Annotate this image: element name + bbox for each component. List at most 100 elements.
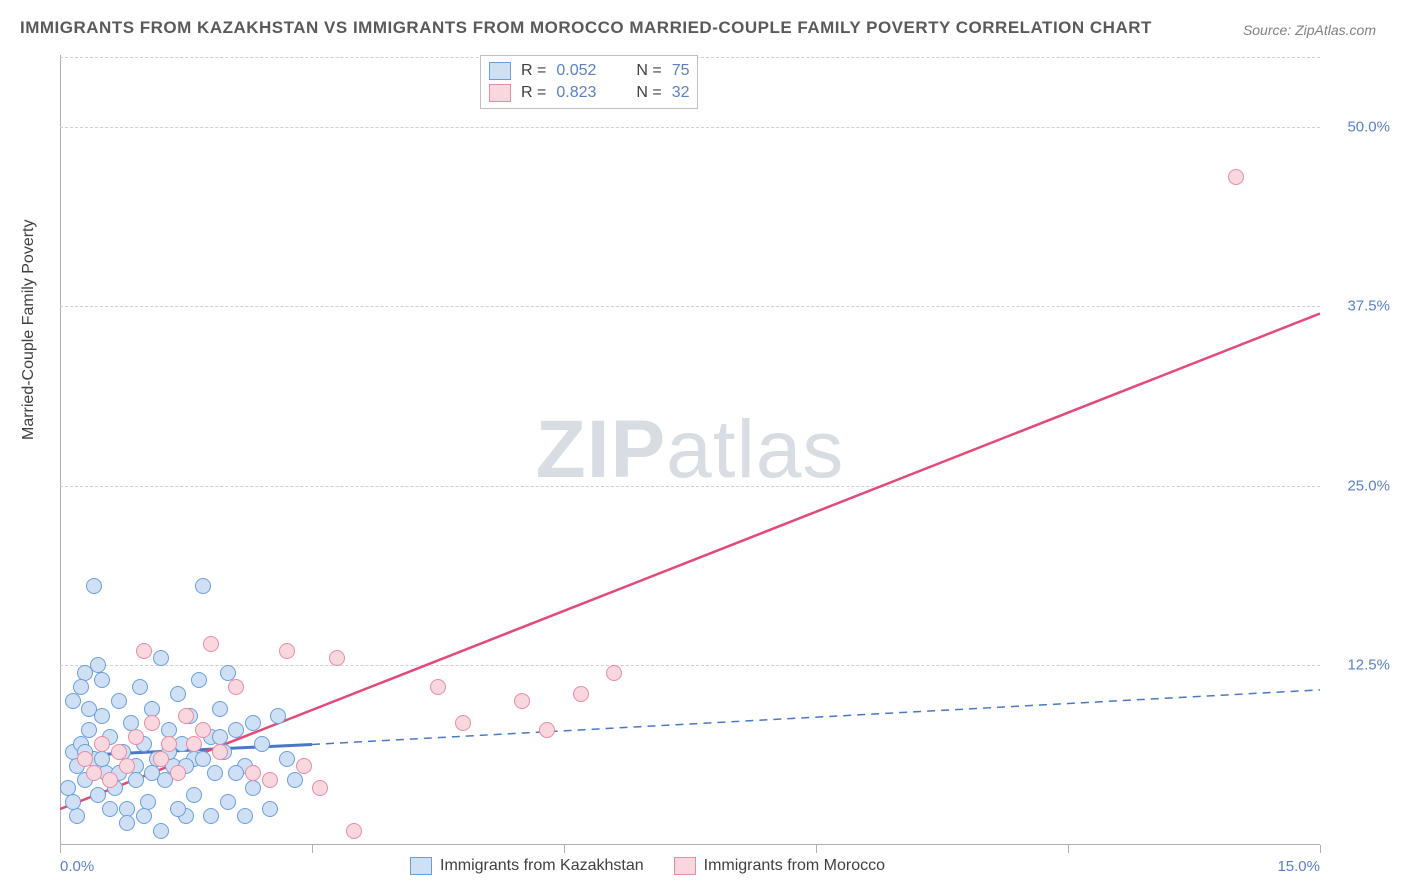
scatter-point xyxy=(296,758,312,774)
legend-n-value: 32 xyxy=(672,84,690,102)
scatter-point xyxy=(102,772,118,788)
scatter-point xyxy=(270,708,286,724)
scatter-point xyxy=(94,751,110,767)
y-tick-label: 37.5% xyxy=(1347,298,1390,315)
scatter-point xyxy=(111,693,127,709)
legend-correlation: R = 0.052 N = 75 R = 0.823 N = 32 xyxy=(480,55,698,109)
x-tick xyxy=(312,845,313,853)
scatter-point xyxy=(195,751,211,767)
scatter-point xyxy=(86,578,102,594)
y-axis xyxy=(60,55,61,845)
scatter-point xyxy=(170,801,186,817)
scatter-point xyxy=(207,765,223,781)
x-tick-label: 0.0% xyxy=(60,858,94,875)
legend-swatch xyxy=(674,857,696,875)
chart-area: ZIPatlas 12.5%25.0%37.5%50.0% 0.0%15.0% … xyxy=(60,55,1320,845)
scatter-point xyxy=(144,765,160,781)
scatter-point xyxy=(102,801,118,817)
x-tick xyxy=(60,845,61,853)
legend-series: Immigrants from Kazakhstan Immigrants fr… xyxy=(410,857,885,875)
y-tick-label: 50.0% xyxy=(1347,118,1390,135)
legend-item: Immigrants from Kazakhstan xyxy=(410,857,644,875)
scatter-point xyxy=(455,715,471,731)
scatter-point xyxy=(262,801,278,817)
watermark: ZIPatlas xyxy=(536,403,845,497)
scatter-point xyxy=(153,650,169,666)
source-label: Source: ZipAtlas.com xyxy=(1243,22,1376,38)
legend-n-value: 75 xyxy=(672,62,690,80)
scatter-point xyxy=(178,708,194,724)
scatter-point xyxy=(287,772,303,788)
legend-r-label: R = xyxy=(521,84,546,102)
legend-r-value: 0.823 xyxy=(556,84,614,102)
scatter-point xyxy=(220,794,236,810)
scatter-point xyxy=(245,715,261,731)
scatter-point xyxy=(212,701,228,717)
scatter-point xyxy=(212,744,228,760)
scatter-point xyxy=(94,672,110,688)
scatter-point xyxy=(329,650,345,666)
scatter-point xyxy=(279,643,295,659)
x-tick xyxy=(816,845,817,853)
scatter-point xyxy=(144,715,160,731)
scatter-point xyxy=(228,722,244,738)
legend-label: Immigrants from Morocco xyxy=(704,857,885,875)
scatter-point xyxy=(119,758,135,774)
y-tick-label: 25.0% xyxy=(1347,477,1390,494)
scatter-point xyxy=(81,701,97,717)
scatter-point xyxy=(119,815,135,831)
scatter-point xyxy=(245,765,261,781)
scatter-point xyxy=(136,643,152,659)
scatter-point xyxy=(90,657,106,673)
x-axis xyxy=(60,844,1320,845)
watermark-zip: ZIP xyxy=(536,404,667,495)
scatter-point xyxy=(65,693,81,709)
scatter-point xyxy=(279,751,295,767)
scatter-point xyxy=(132,679,148,695)
legend-r-value: 0.052 xyxy=(556,62,614,80)
chart-title: IMMIGRANTS FROM KAZAKHSTAN VS IMMIGRANTS… xyxy=(20,18,1152,38)
x-tick xyxy=(1320,845,1321,853)
scatter-point xyxy=(73,679,89,695)
x-tick-label: 15.0% xyxy=(1277,858,1320,875)
gridline xyxy=(60,486,1320,487)
scatter-point xyxy=(86,765,102,781)
scatter-point xyxy=(312,780,328,796)
scatter-point xyxy=(161,736,177,752)
legend-label: Immigrants from Kazakhstan xyxy=(440,857,644,875)
scatter-point xyxy=(203,636,219,652)
scatter-point xyxy=(81,722,97,738)
scatter-point xyxy=(514,693,530,709)
scatter-point xyxy=(254,736,270,752)
scatter-point xyxy=(262,772,278,788)
scatter-point xyxy=(153,823,169,839)
legend-n-label: N = xyxy=(636,62,661,80)
scatter-point xyxy=(203,808,219,824)
scatter-point xyxy=(430,679,446,695)
gridline xyxy=(60,665,1320,666)
scatter-point xyxy=(195,578,211,594)
scatter-point xyxy=(186,736,202,752)
legend-row: R = 0.052 N = 75 xyxy=(489,60,689,82)
legend-swatch xyxy=(489,84,511,102)
legend-item: Immigrants from Morocco xyxy=(674,857,885,875)
scatter-point xyxy=(346,823,362,839)
scatter-point xyxy=(228,765,244,781)
gridline xyxy=(60,306,1320,307)
scatter-point xyxy=(191,672,207,688)
scatter-point xyxy=(539,722,555,738)
scatter-point xyxy=(69,808,85,824)
scatter-point xyxy=(153,751,169,767)
scatter-point xyxy=(573,686,589,702)
scatter-point xyxy=(237,808,253,824)
legend-r-label: R = xyxy=(521,62,546,80)
scatter-point xyxy=(90,787,106,803)
legend-swatch xyxy=(410,857,432,875)
legend-swatch xyxy=(489,62,511,80)
legend-n-label: N = xyxy=(636,84,661,102)
scatter-point xyxy=(128,772,144,788)
legend-row: R = 0.823 N = 32 xyxy=(489,82,689,104)
scatter-point xyxy=(606,665,622,681)
scatter-point xyxy=(94,736,110,752)
gridline xyxy=(60,127,1320,128)
